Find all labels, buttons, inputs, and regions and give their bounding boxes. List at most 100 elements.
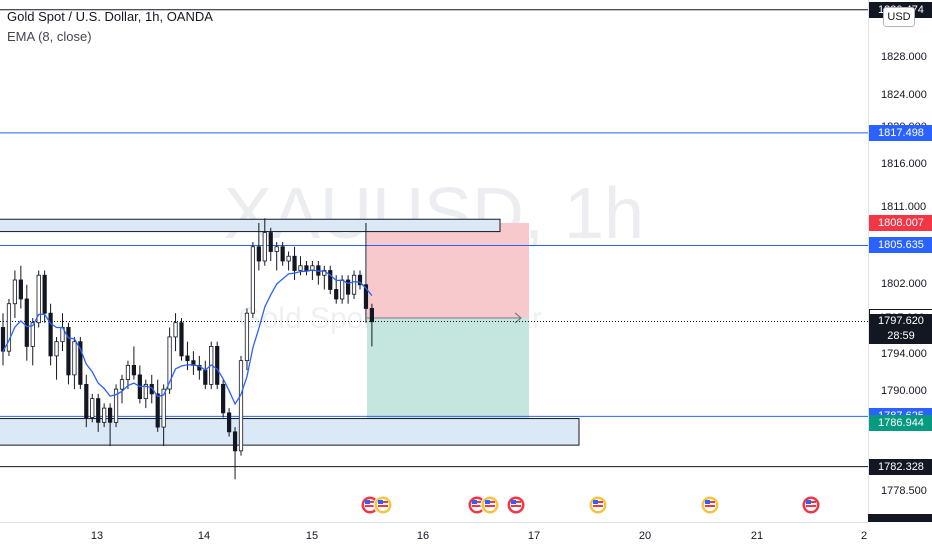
candle-body: [304, 265, 309, 271]
resistance-zone[interactable]: [0, 218, 501, 233]
horizontal-levels[interactable]: [0, 9, 868, 468]
candle-body: [48, 312, 53, 357]
candle-body: [102, 407, 107, 423]
candle-body: [238, 360, 244, 452]
bar-countdown: 28:59: [887, 329, 915, 342]
candle-body: [6, 303, 12, 352]
candle-body: [90, 398, 95, 419]
event-flag-icon[interactable]: [700, 495, 720, 515]
candle-body: [334, 289, 339, 300]
candle-body: [274, 246, 279, 252]
ema-line: [2, 269, 373, 406]
event-flag-icon[interactable]: [373, 495, 393, 515]
event-flag-icon[interactable]: [588, 495, 608, 515]
candle-body: [167, 336, 172, 390]
time-axis[interactable]: 13 14 15 16 17 20 21 2: [0, 522, 868, 550]
price-label-level-1805[interactable]: 1805.635: [869, 237, 932, 254]
candle-body: [18, 279, 23, 300]
indicator-legend[interactable]: EMA (8, close): [7, 29, 92, 44]
symbol-title[interactable]: Gold Spot / U.S. Dollar, 1h, OANDA: [7, 9, 213, 24]
candle-body: [12, 279, 17, 305]
candle-body: [66, 327, 71, 376]
price-tick: 1790.000: [881, 385, 927, 397]
candle-body: [250, 246, 255, 314]
candle-body: [268, 232, 273, 252]
candle-body: [244, 312, 250, 362]
candle-body: [173, 322, 178, 338]
time-tick: 13: [90, 530, 104, 542]
candle-body: [42, 274, 47, 314]
candle-body: [280, 246, 285, 262]
take-profit-area[interactable]: [367, 317, 529, 423]
price-tick: 1794.000: [881, 348, 927, 360]
candle-body: [54, 341, 59, 357]
candle-body: [369, 308, 375, 323]
candle-body: [30, 322, 35, 347]
candle-body: [113, 388, 119, 423]
support-zone[interactable]: [0, 418, 580, 446]
candle-body: [232, 431, 238, 452]
price-tick: 1802.000: [881, 278, 927, 290]
time-tick: 14: [197, 530, 211, 542]
candle-body: [328, 270, 333, 290]
candle-body: [155, 393, 160, 428]
time-tick: 21: [750, 530, 764, 542]
chart-canvas[interactable]: XAUUSD, 1h Gold Spot / U.S. Dollar: [0, 0, 868, 522]
candle-body: [143, 383, 148, 400]
price-axis[interactable]: 1828.0001824.0001820.0001816.0001811.000…: [868, 0, 932, 522]
price-tick: 1816.000: [881, 158, 927, 170]
price-tick: 1778.500: [881, 485, 927, 497]
candle-body: [119, 379, 125, 390]
stop-loss-area[interactable]: [367, 222, 529, 318]
candle-body: [256, 246, 261, 262]
candle-body: [24, 298, 29, 347]
candle-body: [345, 279, 351, 295]
time-tick: 17: [527, 530, 541, 542]
event-flag-icon[interactable]: [801, 495, 821, 515]
candle-body: [221, 383, 226, 414]
time-tick: 2: [860, 530, 868, 542]
event-flag-icon[interactable]: [467, 495, 487, 515]
economic-events[interactable]: [360, 495, 821, 515]
price-label-level-1782[interactable]: 1782.328: [869, 458, 932, 475]
candle-body: [363, 284, 369, 309]
candle-body: [298, 265, 303, 271]
candle-body: [78, 341, 83, 385]
short-position-tool[interactable]: [367, 222, 529, 423]
candle-body: [351, 274, 357, 295]
candle-body: [340, 279, 345, 300]
candle-body: [108, 407, 113, 423]
event-flag-icon[interactable]: [480, 495, 500, 515]
candle-body: [161, 388, 166, 428]
current-price-badge[interactable]: 1797.620 28:59: [869, 313, 932, 344]
price-label-level-1817[interactable]: 1817.498: [869, 124, 932, 141]
zones[interactable]: [0, 218, 580, 446]
time-tick: 16: [416, 530, 430, 542]
candle-body: [185, 355, 190, 362]
price-label-take-profit[interactable]: 1786.944: [869, 414, 932, 431]
candle-body: [0, 327, 6, 352]
currency-button[interactable]: USD: [883, 7, 915, 27]
price-tick: 1828.000: [881, 51, 927, 63]
candle-body: [292, 255, 297, 271]
candle-body: [357, 274, 363, 286]
price-tick: 1824.000: [881, 89, 927, 101]
candle-body: [96, 398, 101, 423]
candle-body: [131, 364, 136, 376]
price-label-stop-loss[interactable]: 1808.007: [869, 214, 932, 231]
time-tick: 20: [638, 530, 652, 542]
candle-body: [179, 322, 184, 357]
candle-body: [72, 341, 77, 376]
candle-body: [226, 412, 232, 433]
candle-body: [125, 364, 131, 381]
event-flag-icon[interactable]: [506, 495, 526, 515]
price-tick: 1811.000: [881, 201, 927, 213]
candle-body: [203, 369, 208, 385]
candle-body: [215, 346, 220, 385]
candle-body: [84, 383, 89, 418]
current-price-value: 1797.620: [878, 314, 924, 327]
time-tick: 15: [305, 530, 319, 542]
candle-body: [36, 274, 41, 324]
candle-body: [262, 232, 267, 262]
